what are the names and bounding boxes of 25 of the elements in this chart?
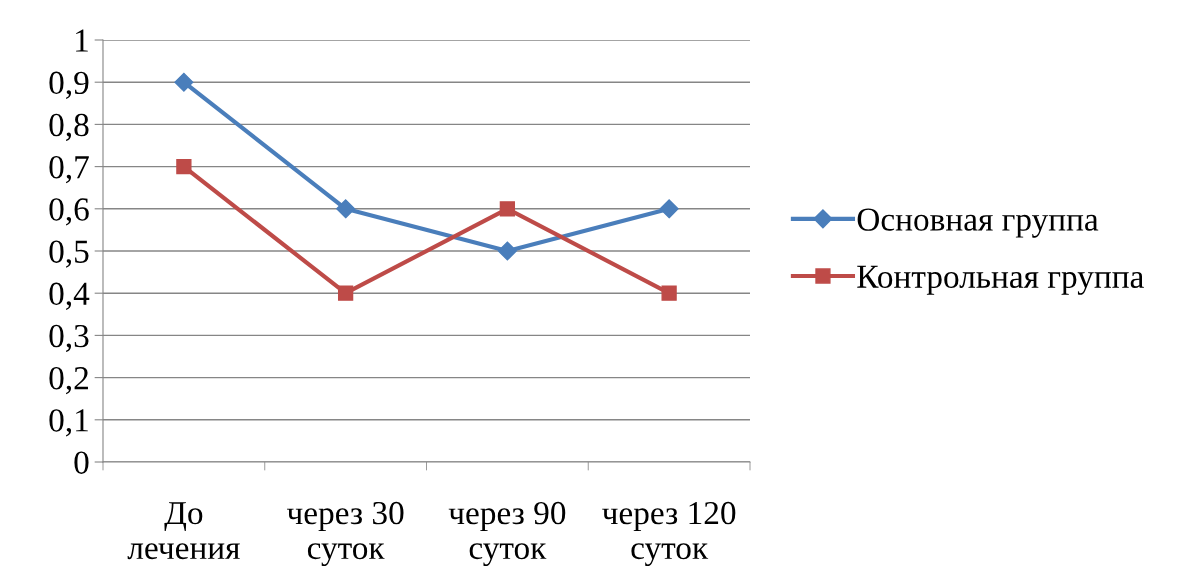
x-tick-label: через 30 суток (286, 501, 404, 567)
legend-label: Контрольная группа (857, 265, 1144, 295)
point (659, 199, 679, 219)
point (176, 158, 192, 175)
y-tick-label: 0,1 (49, 409, 88, 437)
x-tick-label: через 90 суток (448, 501, 566, 567)
y-tick-label: 0,4 (49, 282, 90, 310)
y-tick-label: 0,8 (49, 113, 89, 142)
point (336, 199, 356, 219)
y-tick-label: 1 (76, 29, 88, 52)
y-tick-label: 0,5 (49, 240, 89, 268)
point (499, 201, 516, 217)
point (174, 72, 194, 92)
point (337, 285, 354, 301)
x-tick-label: До лечения (127, 502, 240, 560)
point (497, 241, 517, 261)
y-tick-label: 0,7 (49, 156, 89, 184)
y-tick-label: 0,2 (49, 367, 88, 395)
point (661, 285, 677, 301)
y-tick-label: 0,3 (49, 324, 89, 353)
y-tick-label: 0,6 (49, 198, 89, 226)
y-tick-label: 0 (74, 451, 89, 474)
y-tick-label: 0,9 (49, 71, 89, 99)
x-tick-label: через 120 суток (602, 501, 736, 567)
legend-label: Основная группа (857, 208, 1099, 238)
